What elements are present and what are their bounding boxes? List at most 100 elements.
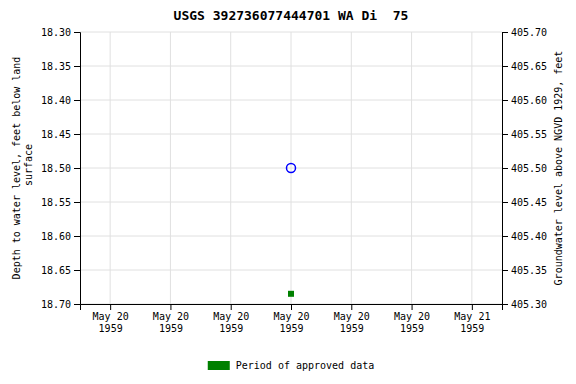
tick: 405.55 bbox=[502, 129, 547, 140]
axis-line bbox=[81, 305, 503, 311]
tick-label: May 211959 bbox=[454, 311, 490, 334]
plot: May 201959May 201959May 201959May 201959… bbox=[41, 27, 547, 334]
tick: May 201959 bbox=[213, 304, 249, 334]
y-axis-title: Depth to water level, feet below land su… bbox=[11, 57, 34, 280]
legend-item: Period of approved data bbox=[208, 360, 374, 371]
title: USGS 392736077444701 WA Di 75 bbox=[174, 8, 409, 23]
tick: 405.65 bbox=[502, 61, 547, 72]
tick-label: 18.70 bbox=[41, 299, 71, 310]
tick-mark bbox=[502, 270, 508, 271]
tick-label: 18.35 bbox=[41, 61, 71, 72]
tick-mark bbox=[502, 134, 508, 135]
tick-label: May 201959 bbox=[93, 311, 129, 334]
grid-line bbox=[110, 32, 111, 304]
axis-line bbox=[74, 33, 81, 305]
tick-label-line: 1959 bbox=[159, 323, 183, 334]
tick-label: 405.50 bbox=[511, 163, 547, 174]
grid bbox=[80, 32, 502, 304]
tick: 405.35 bbox=[502, 265, 547, 276]
tick: May 211959 bbox=[454, 304, 490, 334]
grid-line bbox=[351, 32, 352, 304]
tick-label: May 201959 bbox=[394, 311, 430, 334]
tick-label: 18.65 bbox=[41, 265, 71, 276]
tick: 405.50 bbox=[502, 163, 547, 174]
grid-line bbox=[411, 32, 412, 304]
tick-label: 18.50 bbox=[41, 163, 71, 174]
tick-mark bbox=[502, 168, 508, 169]
tick-label-line: May 20 bbox=[153, 311, 189, 322]
marks bbox=[287, 164, 296, 297]
tick-label: 405.65 bbox=[511, 61, 547, 72]
tick-label-line: May 20 bbox=[394, 311, 430, 322]
tick-mark bbox=[74, 202, 80, 203]
tick-mark bbox=[412, 304, 413, 310]
tick: 405.45 bbox=[502, 197, 547, 208]
tick-mark bbox=[74, 32, 80, 33]
tick: 18.70 bbox=[41, 299, 80, 310]
tick-mark bbox=[231, 304, 232, 310]
tick: May 201959 bbox=[273, 304, 309, 334]
tick-label: May 201959 bbox=[334, 311, 370, 334]
tick: 18.40 bbox=[41, 95, 80, 106]
tick-label-line: May 20 bbox=[93, 311, 129, 322]
tick-label-line: May 20 bbox=[213, 311, 249, 322]
tick-label: May 201959 bbox=[153, 311, 189, 334]
tick-label-line: 1959 bbox=[400, 323, 424, 334]
tick: 405.70 bbox=[502, 27, 547, 38]
tick: 18.45 bbox=[41, 129, 80, 140]
grid-line bbox=[291, 32, 292, 304]
tick-label: 405.45 bbox=[511, 197, 547, 208]
grid-line bbox=[230, 32, 231, 304]
tick-mark bbox=[502, 202, 508, 203]
legend-swatch bbox=[208, 361, 230, 370]
tick: May 201959 bbox=[93, 304, 129, 334]
y2-axis-title: Groundwater level above NGVD 1929, feet bbox=[553, 51, 564, 286]
y2-axis: 405.70 405.65 405.60 405.55 405.50 405.45 405.… bbox=[502, 27, 547, 310]
tick: 18.60 bbox=[41, 231, 80, 242]
tick-label: 405.40 bbox=[511, 231, 547, 242]
tick-mark bbox=[502, 100, 508, 101]
legend-label: Period of approved data bbox=[236, 360, 374, 371]
tick: May 201959 bbox=[394, 304, 430, 334]
tick: 405.40 bbox=[502, 231, 547, 242]
tick-label-line: 1959 bbox=[340, 323, 364, 334]
tick: 18.65 bbox=[41, 265, 80, 276]
tick-mark bbox=[74, 134, 80, 135]
tick-label: 405.55 bbox=[511, 129, 547, 140]
tick-label-line: 1959 bbox=[219, 323, 243, 334]
tick: 18.55 bbox=[41, 197, 80, 208]
grid-line bbox=[471, 32, 472, 304]
tick-mark bbox=[74, 168, 80, 169]
y-axis: 18.30 18.35 18.40 18.45 18.50 18.55 18.60 18.65… bbox=[41, 27, 81, 310]
tick-mark bbox=[502, 236, 508, 237]
tick: May 201959 bbox=[334, 304, 370, 334]
tick-label: 405.35 bbox=[511, 265, 547, 276]
tick: 18.30 bbox=[41, 27, 80, 38]
tick-mark bbox=[74, 270, 80, 271]
tick-label: May 201959 bbox=[273, 311, 309, 334]
tick: 18.35 bbox=[41, 61, 80, 72]
tick-label: 18.45 bbox=[41, 129, 71, 140]
tick-mark bbox=[74, 66, 80, 67]
tick-label-line: 1959 bbox=[279, 323, 303, 334]
point bbox=[288, 291, 294, 297]
tick-label: 18.30 bbox=[41, 27, 71, 38]
tick-label: 18.55 bbox=[41, 197, 71, 208]
tick-label-line: May 20 bbox=[273, 311, 309, 322]
tick-label: 18.60 bbox=[41, 231, 71, 242]
tick-label: 405.60 bbox=[511, 95, 547, 106]
legend: Period of approved data bbox=[208, 360, 374, 371]
tick: May 201959 bbox=[153, 304, 189, 334]
tick-label: 18.40 bbox=[41, 95, 71, 106]
tick-label-line: May 21 bbox=[454, 311, 490, 322]
tick-mark bbox=[74, 100, 80, 101]
tick-mark bbox=[74, 236, 80, 237]
tick-mark bbox=[110, 304, 111, 310]
tick-mark bbox=[351, 304, 352, 310]
y-axis-title-line: Depth to water level, feet below land bbox=[11, 57, 22, 280]
point bbox=[287, 164, 296, 173]
axis-line bbox=[503, 33, 509, 305]
tick-mark bbox=[170, 304, 171, 310]
tick-label-line: 1959 bbox=[460, 323, 484, 334]
chart: May 201959May 201959May 201959May 201959… bbox=[0, 0, 576, 384]
